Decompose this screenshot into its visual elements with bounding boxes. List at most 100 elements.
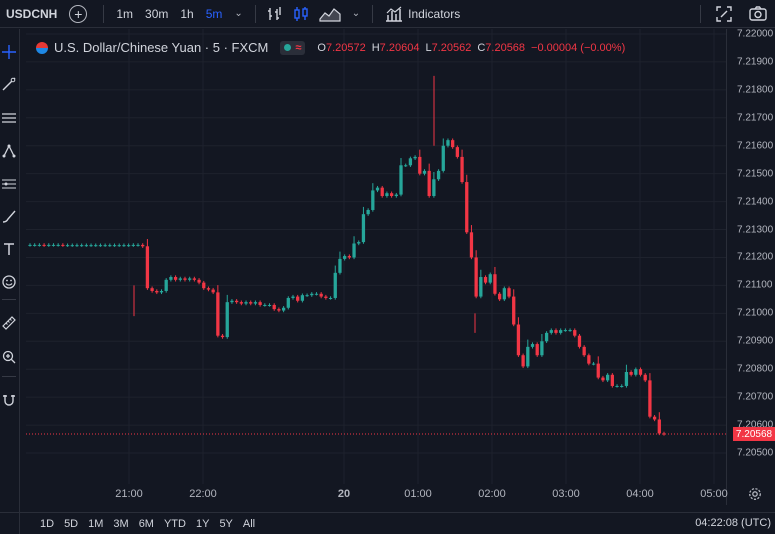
price-axis[interactable]: 7.22000 7.21900 7.21800 7.21700 7.21600 7.215… xyxy=(726,29,775,505)
indicators-icon xyxy=(386,6,403,22)
price-tick-label: 7.20500 xyxy=(737,447,774,459)
candle-body xyxy=(577,335,582,347)
candle-body xyxy=(502,288,506,300)
candle-body xyxy=(591,363,596,365)
range-6m-button[interactable]: 6M xyxy=(138,517,154,530)
zoom-in-icon[interactable] xyxy=(0,348,18,366)
candle-body xyxy=(197,279,201,283)
candle-body xyxy=(521,355,525,367)
candle-body xyxy=(549,330,553,333)
market-status-pill[interactable]: ≈ xyxy=(280,40,306,55)
candle-body xyxy=(408,158,413,166)
horizontal-lines-icon[interactable] xyxy=(0,109,18,127)
candle-body xyxy=(42,244,46,246)
price-tick-label: 7.21700 xyxy=(737,112,774,124)
brush-icon[interactable] xyxy=(0,207,18,225)
timeframe-5m-button[interactable]: 5m xyxy=(205,6,223,21)
pattern-tool-icon[interactable] xyxy=(0,142,18,160)
candle-body xyxy=(479,277,483,297)
candle-body xyxy=(178,278,182,280)
candle-body xyxy=(296,296,300,301)
price-chart[interactable] xyxy=(26,29,726,505)
candle-body xyxy=(620,385,624,387)
time-axis[interactable]: 21:00 22:00 20 01:00 02:00 03:00 04:00 05:00 xyxy=(26,484,728,504)
time-tick-label: 20 xyxy=(337,488,351,500)
candle-body xyxy=(333,272,337,298)
candle-body xyxy=(596,363,600,378)
candle-body xyxy=(80,245,84,247)
ruler-icon[interactable] xyxy=(0,314,18,332)
bottom-bar: 1D 5D 1M 3M 6M YTD 1Y 5Y All 04:22:08 (U… xyxy=(0,512,775,534)
range-1y-button[interactable]: 1Y xyxy=(195,517,210,530)
candle-body xyxy=(366,209,370,215)
text-tool-icon[interactable] xyxy=(0,240,18,258)
price-tick-label: 7.21100 xyxy=(737,279,773,291)
candle-body xyxy=(460,156,464,183)
drawing-tools-sidebar xyxy=(0,29,20,534)
area-chart-type-icon[interactable] xyxy=(314,6,346,22)
candle-body xyxy=(61,244,65,246)
candle-body xyxy=(451,140,455,148)
timeframe-dropdown-chevron-icon[interactable]: ⌄ xyxy=(234,8,243,19)
candle-body xyxy=(75,245,79,247)
range-5d-button[interactable]: 5D xyxy=(64,517,79,530)
price-tick-label: 7.21500 xyxy=(737,168,774,180)
candle-body xyxy=(375,187,380,191)
timeframe-30m-button[interactable]: 30m xyxy=(145,6,169,21)
gear-icon[interactable] xyxy=(748,487,762,506)
chart-type-dropdown-chevron-icon[interactable]: ⌄ xyxy=(351,8,361,19)
price-tick-label: 7.20900 xyxy=(737,335,774,347)
candle-body xyxy=(474,257,478,297)
smiley-icon[interactable] xyxy=(0,273,18,291)
range-ytd-button[interactable]: YTD xyxy=(163,517,186,530)
candle-body xyxy=(469,232,474,258)
candle-body xyxy=(357,242,361,244)
candle-body xyxy=(33,244,37,246)
price-tick-label: 7.20600 xyxy=(737,419,774,431)
candle-body xyxy=(638,369,643,375)
candles-chart-type-icon[interactable] xyxy=(288,6,314,22)
bar-chart-type-icon[interactable] xyxy=(262,6,288,22)
ohlc-values: O7.20572 H7.20604 L7.20562 C7.20568 −0.0… xyxy=(317,42,625,54)
plus-circle-icon[interactable]: + xyxy=(69,4,88,23)
candle-body xyxy=(206,288,211,290)
prediction-tool-icon[interactable] xyxy=(0,175,18,193)
candle-body xyxy=(188,278,192,280)
fullscreen-icon[interactable] xyxy=(707,5,741,23)
range-all-button[interactable]: All xyxy=(242,517,256,530)
timeframe-1h-button[interactable]: 1h xyxy=(180,6,194,21)
candle-body xyxy=(507,288,511,297)
timeframe-1m-button[interactable]: 1m xyxy=(116,6,134,21)
range-5y-button[interactable]: 5Y xyxy=(219,517,233,530)
range-1m-button[interactable]: 1M xyxy=(88,517,104,530)
candle-body xyxy=(65,245,70,247)
camera-icon[interactable] xyxy=(741,6,775,22)
magnet-icon[interactable] xyxy=(0,391,18,409)
candle-body xyxy=(389,193,394,197)
crosshair-icon[interactable] xyxy=(0,43,18,61)
candle-body xyxy=(497,293,502,300)
trend-line-icon[interactable] xyxy=(0,75,18,93)
toolbar-divider xyxy=(254,4,256,23)
market-open-dot-icon xyxy=(284,44,292,51)
range-3m-button[interactable]: 3M xyxy=(113,517,129,530)
range-1d-button[interactable]: 1D xyxy=(40,517,55,530)
candle-body xyxy=(314,293,319,295)
candle-body xyxy=(253,302,258,304)
candle-body xyxy=(399,165,403,195)
candle-body xyxy=(300,295,305,301)
symbol-search-button[interactable]: USDCNH xyxy=(6,6,58,21)
usd-cnh-flag-icon xyxy=(36,41,48,54)
candle-body xyxy=(117,245,121,247)
candle-body xyxy=(657,419,661,434)
indicators-button[interactable]: Indicators xyxy=(379,6,466,22)
wave-icon: ≈ xyxy=(295,41,302,54)
candle-body xyxy=(413,156,417,159)
utc-clock[interactable]: 04:22:08 (UTC) xyxy=(695,517,771,529)
candle-body xyxy=(51,244,56,246)
candle-body xyxy=(131,244,135,246)
candle-body xyxy=(361,214,366,243)
candle-body xyxy=(587,355,591,364)
candle-body xyxy=(258,302,262,305)
candle-body xyxy=(89,245,93,247)
